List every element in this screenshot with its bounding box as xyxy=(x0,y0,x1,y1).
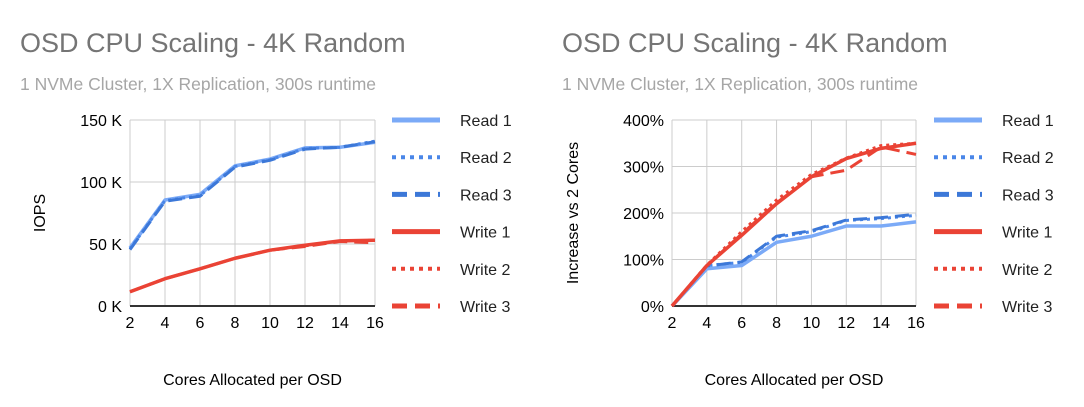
y-tick-label: 400% xyxy=(623,113,664,130)
x-tick-label: 8 xyxy=(772,315,781,332)
y-tick-label: 150 K xyxy=(80,113,122,130)
y-tick-label: 300% xyxy=(623,160,664,177)
legend-label: Write 2 xyxy=(1002,262,1052,279)
series-line-write-2 xyxy=(129,238,376,294)
x-tick-label: 6 xyxy=(737,315,746,332)
series-line-read-1 xyxy=(128,140,376,249)
x-tick-label: 2 xyxy=(126,315,135,332)
legend-label: Write 2 xyxy=(460,262,510,279)
x-axis-label: Cores Allocated per OSD xyxy=(163,372,342,389)
x-tick-label: 14 xyxy=(331,315,349,332)
legend-label: Read 3 xyxy=(1002,187,1054,204)
x-tick-label: 10 xyxy=(803,315,821,332)
y-tick-label: 0% xyxy=(641,299,664,316)
y-tick-label: 100 K xyxy=(80,175,122,192)
legend-label: Write 1 xyxy=(1002,225,1052,242)
x-tick-label: 10 xyxy=(261,315,279,332)
x-tick-label: 14 xyxy=(872,315,890,332)
chart-subtitle: 1 NVMe Cluster, 1X Replication, 300s run… xyxy=(20,74,376,94)
series-line-write-3 xyxy=(129,240,376,294)
series-line-read-3 xyxy=(670,212,917,307)
y-tick-label: 200% xyxy=(623,206,664,223)
x-axis-label: Cores Allocated per OSD xyxy=(705,372,884,389)
series-line-write-3 xyxy=(670,145,917,307)
x-tick-label: 16 xyxy=(907,315,925,332)
legend-label: Read 1 xyxy=(460,113,512,130)
x-tick-label: 2 xyxy=(668,315,677,332)
y-tick-label: 100% xyxy=(623,253,664,270)
x-tick-label: 12 xyxy=(296,315,314,332)
legend-label: Read 2 xyxy=(1002,150,1054,167)
legend-label: Read 3 xyxy=(460,187,512,204)
y-tick-label: 0 K xyxy=(98,299,122,316)
chart-iops: OSD CPU Scaling - 4K Random 1 NVMe Cluste… xyxy=(20,28,512,389)
series-line-write-2 xyxy=(670,141,917,307)
chart-increase: OSD CPU Scaling - 4K Random 1 NVMe Cluste… xyxy=(562,28,1054,389)
legend-label: Write 3 xyxy=(1002,299,1052,316)
x-tick-label: 12 xyxy=(837,315,855,332)
x-tick-label: 16 xyxy=(366,315,384,332)
x-tick-label: 8 xyxy=(231,315,240,332)
legend-label: Read 1 xyxy=(1002,113,1054,130)
legend-label: Write 3 xyxy=(460,299,510,316)
series-line-read-2 xyxy=(670,213,917,307)
chart-title: OSD CPU Scaling - 4K Random xyxy=(562,28,948,58)
x-tick-label: 4 xyxy=(161,315,170,332)
y-axis-label: IOPS xyxy=(32,194,49,232)
chart-title: OSD CPU Scaling - 4K Random xyxy=(20,28,406,58)
y-tick-label: 50 K xyxy=(89,237,122,254)
series-line-read-2 xyxy=(128,139,376,250)
y-axis-label: Increase vs 2 Cores xyxy=(565,142,582,284)
x-tick-label: 6 xyxy=(196,315,205,332)
legend-label: Write 1 xyxy=(460,225,510,242)
series-line-read-3 xyxy=(128,140,376,251)
chart-subtitle: 1 NVMe Cluster, 1X Replication, 300s run… xyxy=(562,74,918,94)
series-line-read-1 xyxy=(670,220,917,308)
series-line-write-1 xyxy=(129,238,376,294)
x-tick-label: 4 xyxy=(702,315,711,332)
legend-label: Read 2 xyxy=(460,150,512,167)
